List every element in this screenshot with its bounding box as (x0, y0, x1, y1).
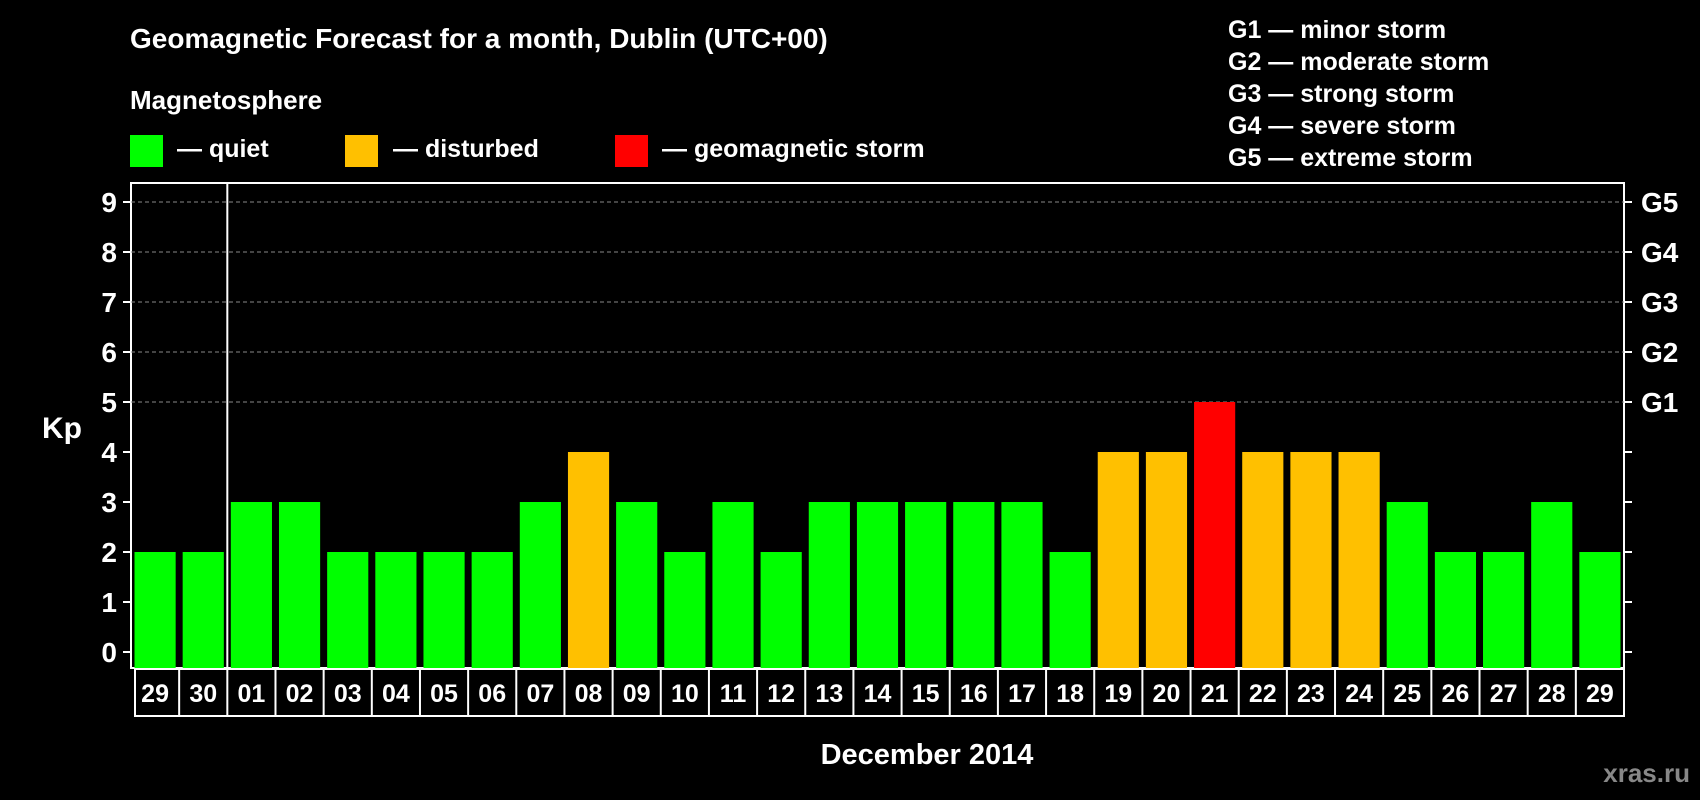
storm-scale-g4: G4 — severe storm (1228, 112, 1456, 140)
x-tick-label: 22 (1249, 680, 1277, 708)
x-tick-label: 06 (478, 680, 506, 708)
x-tick-label: 29 (1586, 680, 1614, 708)
x-tick-label: 18 (1056, 680, 1084, 708)
bar (1049, 552, 1091, 668)
storm-scale-legend: G1 — minor storm G2 — moderate storm G3 … (1228, 16, 1489, 172)
bar (471, 552, 513, 668)
x-tick-label: 28 (1538, 680, 1566, 708)
x-tick-label: 08 (575, 680, 603, 708)
bar (182, 552, 224, 668)
legend-label-quiet: — quiet (177, 135, 269, 163)
x-tick-label: 09 (623, 680, 651, 708)
x-tick-label: 29 (141, 680, 169, 708)
bar (230, 502, 272, 668)
y-tick-label: 2 (101, 537, 117, 568)
legend-swatch-disturbed (345, 135, 378, 167)
bar (519, 502, 561, 668)
bar (567, 452, 610, 668)
bar (375, 552, 417, 668)
bar (664, 552, 706, 668)
y-tick-label: 1 (101, 587, 117, 618)
bar (1001, 502, 1043, 668)
right-axis-label: G2 (1641, 337, 1678, 368)
bar (327, 552, 369, 668)
chart-title: Geomagnetic Forecast for a month, Dublin… (130, 23, 828, 54)
bar (808, 502, 850, 668)
storm-scale-g5: G5 — extreme storm (1228, 144, 1473, 172)
bar (1434, 552, 1477, 668)
x-tick-label: 13 (815, 680, 843, 708)
x-tick-label: 04 (382, 680, 410, 708)
bar (1290, 452, 1332, 668)
x-axis-label: December 2014 (821, 739, 1034, 771)
storm-scale-g1: G1 — minor storm (1228, 16, 1446, 44)
right-axis-label: G3 (1641, 287, 1678, 318)
x-tick-label: 01 (237, 680, 265, 708)
bar (760, 552, 802, 668)
x-tick-label: 19 (1104, 680, 1132, 708)
x-tick-label: 30 (189, 680, 217, 708)
watermark: xras.ru (1603, 758, 1690, 788)
x-tick-label: 03 (334, 680, 362, 708)
bar (1579, 552, 1621, 668)
x-tick-label: 23 (1297, 680, 1325, 708)
y-tick-label: 6 (101, 337, 117, 368)
x-tick-label: 02 (286, 680, 314, 708)
bar (134, 552, 176, 668)
bar (1242, 452, 1284, 668)
x-tick-label: 25 (1393, 680, 1421, 708)
legend-title: Magnetosphere (130, 85, 322, 115)
legend-label-disturbed: — disturbed (393, 135, 539, 163)
bar (616, 502, 658, 668)
x-tick-label: 05 (430, 680, 458, 708)
x-tick-label: 12 (767, 680, 795, 708)
x-tick-label: 21 (1201, 680, 1229, 708)
storm-scale-g2: G2 — moderate storm (1228, 48, 1489, 76)
bar (712, 502, 754, 668)
bar (1145, 452, 1188, 668)
bar (1483, 552, 1525, 668)
bar (1194, 402, 1236, 668)
legend-swatch-storm (615, 135, 648, 167)
legend-swatch-quiet (130, 135, 163, 167)
legend-label-storm: — geomagnetic storm (662, 135, 925, 163)
bar (953, 502, 995, 668)
y-tick-label: 9 (101, 187, 117, 218)
bar (278, 502, 321, 668)
y-tick-label: 3 (101, 487, 117, 518)
y-axis-label: Kp (42, 412, 82, 445)
y-tick-label: 7 (101, 287, 117, 318)
x-tick-label: 17 (1008, 680, 1036, 708)
storm-scale-g3: G3 — strong storm (1228, 80, 1454, 108)
bar (1097, 452, 1139, 668)
x-tick-label: 10 (671, 680, 699, 708)
bar (1531, 502, 1573, 668)
x-tick-label: 27 (1490, 680, 1518, 708)
x-tick-label: 07 (526, 680, 554, 708)
legend: — quiet — disturbed — geomagnetic storm (130, 135, 925, 167)
date-strip (134, 668, 1625, 717)
x-tick-label: 24 (1345, 680, 1373, 708)
right-axis-label: G5 (1641, 187, 1678, 218)
x-tick-label: 20 (1153, 680, 1181, 708)
x-tick-label: 26 (1442, 680, 1470, 708)
x-tick-label: 14 (864, 680, 892, 708)
y-tick-label: 5 (101, 387, 117, 418)
bar (905, 502, 947, 668)
bar (423, 552, 465, 668)
x-tick-label: 16 (960, 680, 988, 708)
bar (1386, 502, 1428, 668)
y-tick-label: 8 (101, 237, 117, 268)
y-tick-label: 0 (101, 637, 117, 668)
y-tick-label: 4 (101, 437, 117, 468)
x-tick-label: 11 (720, 680, 747, 708)
right-axis-label: G4 (1641, 237, 1679, 268)
right-axis-label: G1 (1641, 387, 1678, 418)
x-tick-label: 15 (912, 680, 940, 708)
bar (856, 502, 899, 668)
bar (1338, 452, 1380, 668)
